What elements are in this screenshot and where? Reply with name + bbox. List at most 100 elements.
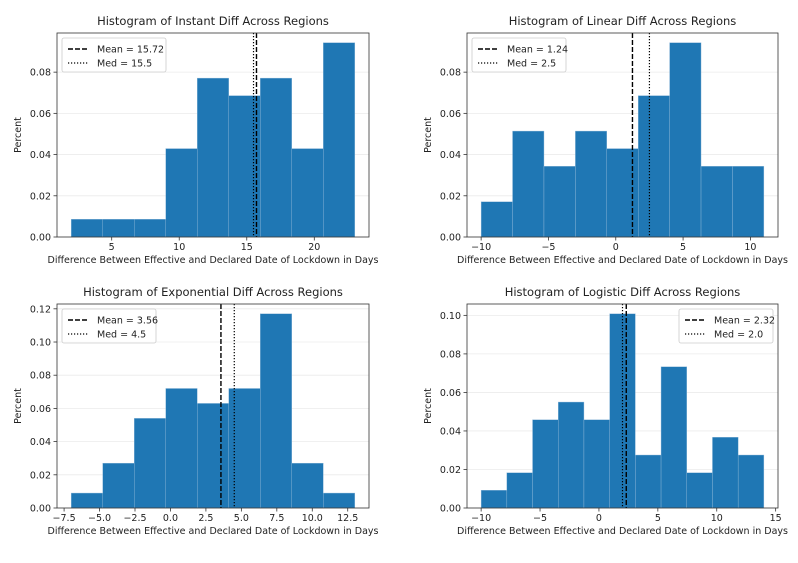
legend: Mean = 2.32 Med = 2.0 [678, 308, 775, 344]
y-tick-label: 0.06 [30, 404, 51, 415]
x-tick-label: 15 [770, 513, 782, 524]
legend-median-label: Med = 2.0 [714, 330, 763, 341]
y-tick-label: 0.00 [440, 233, 461, 244]
chart-title: Histogram of Exponential Diff Across Reg… [83, 285, 343, 299]
y-tick-label: 0.06 [440, 388, 461, 399]
chart-title: Histogram of Linear Diff Across Regions [509, 14, 737, 28]
x-axis-label: Difference Between Effective and Declare… [48, 255, 379, 266]
x-tick-label: 10 [711, 513, 723, 524]
y-tick-label: 0.04 [440, 426, 461, 437]
y-tick-label: 0.04 [440, 150, 461, 161]
y-axis-label: Percent [13, 117, 24, 153]
x-tick-label: 10 [173, 242, 185, 253]
histogram-bar [323, 492, 356, 509]
x-tick-label: −2.5 [123, 513, 146, 524]
legend-box [61, 308, 157, 344]
chart-title: Histogram of Logistic Diff Across Region… [505, 285, 741, 299]
x-tick-label: −10 [471, 513, 491, 524]
x-tick-label: −5.0 [88, 513, 111, 524]
legend-box [471, 37, 567, 73]
y-axis-label: Percent [423, 388, 434, 424]
histogram-bar [506, 472, 533, 509]
histogram-bar [197, 77, 229, 238]
legend-median-label: Med = 2.5 [507, 59, 556, 70]
histogram-bar [583, 419, 610, 509]
y-tick-label: 0.06 [440, 109, 461, 120]
histogram-bar [102, 462, 135, 509]
histogram-bar [512, 130, 545, 238]
legend-mean-label: Mean = 15.72 [97, 45, 164, 56]
y-tick-label: 0.08 [440, 349, 461, 360]
chart-panel-4: −10 −5 0 5 10 15 0.00 0.02 0.04 0.06 0.08 0.10 Histo… [423, 285, 788, 537]
histogram-bar [134, 219, 166, 238]
legend-mean-label: Mean = 1.24 [507, 45, 568, 56]
legend-median-label: Med = 4.5 [97, 330, 146, 341]
histogram-bar [606, 148, 639, 238]
histogram-bar [669, 42, 702, 238]
histogram-bar [480, 201, 513, 238]
x-tick-label: 0.0 [163, 513, 178, 524]
histogram-bar [228, 95, 261, 238]
histogram-bar [291, 148, 324, 238]
histogram-bar [638, 95, 670, 238]
histogram-bar [737, 454, 765, 509]
x-tick-label: 15 [241, 242, 253, 253]
axes-frame [56, 303, 370, 509]
histogram-bar [686, 472, 713, 509]
legend-median-label: Med = 15.5 [97, 59, 152, 70]
y-tick-label: 0.12 [30, 304, 51, 315]
histogram-bar [480, 490, 508, 509]
histogram-bar [70, 492, 103, 509]
histogram-bar [291, 462, 324, 509]
y-tick-label: 0.04 [30, 150, 51, 161]
histogram-bar [228, 388, 261, 509]
y-tick-label: 0.02 [440, 465, 461, 476]
y-tick-label: 0.10 [440, 311, 461, 322]
legend-box [678, 308, 774, 344]
histogram-bar [712, 437, 739, 509]
histogram-bar [543, 166, 576, 238]
histogram-bar [165, 388, 198, 509]
axes-frame [56, 32, 370, 238]
legend-mean-label: Mean = 3.56 [97, 316, 158, 327]
histogram-bar [197, 403, 229, 509]
legend-mean-label: Mean = 2.32 [714, 316, 775, 327]
histogram-bar [134, 418, 166, 509]
histogram-bar [165, 148, 198, 238]
histogram-bar [102, 219, 135, 238]
x-tick-label: 0 [613, 242, 619, 253]
histogram-bar [532, 419, 559, 509]
x-axis-label: Difference Between Effective and Declare… [457, 526, 788, 537]
chart-panel-3: −7.5 −5.0 −2.5 0.0 2.5 5.0 7.5 10.0 12.5 0.00 0.02… [13, 285, 379, 537]
histogram-bar [70, 219, 103, 238]
histogram-bar [660, 366, 687, 509]
y-tick-label: 0.08 [440, 68, 461, 79]
x-axis-label: Difference Between Effective and Declare… [457, 255, 788, 266]
chart-panel-2: −10 −5 0 5 10 0.00 0.02 0.04 0.06 0.08 Histogram o… [423, 14, 788, 266]
x-tick-label: −5 [541, 242, 555, 253]
x-tick-label: 2.5 [198, 513, 213, 524]
histogram-bar [700, 166, 733, 238]
y-tick-label: 0.02 [440, 191, 461, 202]
histogram-bar [260, 313, 292, 509]
x-tick-label: −5 [533, 513, 547, 524]
x-tick-label: −7.5 [53, 513, 76, 524]
x-axis-label: Difference Between Effective and Declare… [48, 526, 379, 537]
y-tick-label: 0.10 [30, 338, 51, 349]
histogram-bar [575, 130, 607, 238]
y-tick-label: 0.08 [30, 68, 51, 79]
x-tick-label: 10 [744, 242, 756, 253]
histogram-bar [635, 454, 662, 509]
y-tick-label: 0.02 [30, 191, 51, 202]
histogram-bar [732, 166, 765, 238]
chart-title: Histogram of Instant Diff Across Regions [97, 14, 329, 28]
y-tick-label: 0.00 [30, 233, 51, 244]
y-tick-label: 0.00 [30, 504, 51, 515]
legend: Mean = 15.72 Med = 15.5 [61, 37, 167, 73]
chart-panel-1: 5 10 15 20 0.00 0.02 0.04 0.06 0.08 Histogram of … [13, 14, 379, 266]
x-tick-label: 12.5 [337, 513, 358, 524]
x-tick-label: 5 [680, 242, 686, 253]
y-tick-label: 0.00 [440, 504, 461, 515]
x-tick-label: 5 [655, 513, 661, 524]
